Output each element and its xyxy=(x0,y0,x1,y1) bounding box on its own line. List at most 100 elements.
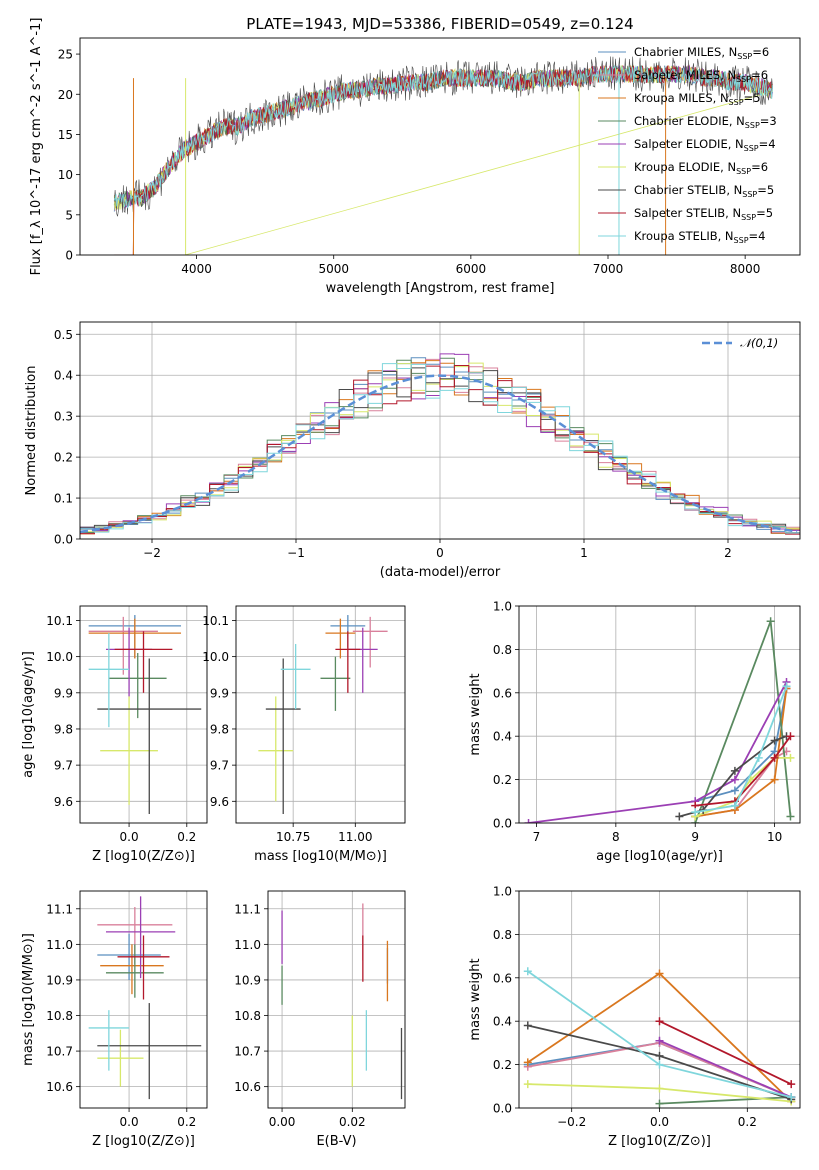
legend-label-main: Chabrier ELODIE, N xyxy=(634,114,745,128)
panel-age-vs-mass: 10.75 11.00 9.6 9.7 9.8 9.9 10.0 10.1 mass [log1… xyxy=(202,605,406,864)
x-tick-label: 7 xyxy=(533,830,541,844)
legend-label-sub: SSP xyxy=(734,236,749,245)
y-axis-label: mass weight xyxy=(468,958,483,1040)
y-tick-label: 9.7 xyxy=(54,759,73,773)
legend-label: 𝒩(0,1) xyxy=(740,336,778,350)
weight-marker xyxy=(770,775,779,784)
errorbar-point xyxy=(97,1003,202,1100)
errorbar-point xyxy=(117,935,170,1000)
weight-marker xyxy=(655,1051,664,1060)
y-tick-label: 20 xyxy=(58,88,73,102)
x-tick-label: 0.2 xyxy=(177,1115,196,1129)
figure-title: PLATE=1943, MJD=53386, FIBERID=0549, z=0… xyxy=(246,15,633,33)
legend-label: Salpeter MILES, NSSP=6 xyxy=(634,68,768,84)
plot-area xyxy=(113,56,774,255)
legend-label-main: Kroupa STELIB, N xyxy=(634,229,734,243)
errorbar-point xyxy=(335,631,361,693)
weight-marker xyxy=(730,801,739,810)
weight-marker xyxy=(523,1021,532,1030)
x-axis-label: Z [log10(Z/Z⊙)] xyxy=(92,849,195,864)
axes-frame xyxy=(267,890,406,1109)
y-tick-label: 15 xyxy=(58,128,73,142)
legend-label-eq: =3 xyxy=(760,114,777,128)
y-tick-label: 5 xyxy=(65,208,73,222)
x-tick-label: 0.0 xyxy=(120,1115,139,1129)
y-tick-label: 9.9 xyxy=(54,686,73,700)
weight-marker xyxy=(655,1099,664,1108)
y-tick-label: 0.8 xyxy=(493,643,512,657)
y-tick-label: 0.6 xyxy=(493,971,512,985)
legend-label: Kroupa MILES, NSSP=5 xyxy=(634,91,760,107)
x-tick-label: 6000 xyxy=(456,262,487,276)
y-tick-label: 0.0 xyxy=(54,533,73,547)
errorbar-point xyxy=(88,633,130,728)
x-tick-label: 0.0 xyxy=(650,1115,669,1129)
legend-label-main: Salpeter MILES, N xyxy=(634,68,736,82)
weight-marker xyxy=(523,1058,532,1067)
spectrum-line xyxy=(114,64,773,255)
weight-line xyxy=(659,1020,792,1085)
weight-marker xyxy=(770,753,779,762)
x-axis-label: age [log10(age/yr)] xyxy=(596,849,723,864)
errorbar-point xyxy=(265,658,301,814)
errorbar-point xyxy=(108,653,167,719)
legend-label-sub: SSP xyxy=(744,144,759,153)
x-tick-label: 2 xyxy=(724,546,732,560)
axes-frame xyxy=(79,37,801,256)
legend-label-main: Kroupa MILES, N xyxy=(634,91,729,105)
legend-label-sub: SSP xyxy=(745,121,760,130)
errorbar-point xyxy=(114,631,173,693)
y-tick-label: 11.0 xyxy=(46,938,73,952)
errorbar-point xyxy=(100,696,158,805)
plot-area xyxy=(88,615,202,814)
errorbar-point xyxy=(88,616,158,675)
errorbar-point xyxy=(105,944,164,998)
x-tick-label: 0.02 xyxy=(339,1115,366,1129)
plot-area xyxy=(524,617,795,823)
x-tick-label: 9 xyxy=(691,830,699,844)
y-tick-label: 9.7 xyxy=(210,759,229,773)
errorbar-point xyxy=(105,896,176,979)
errorbar-point xyxy=(105,627,153,697)
x-axis-label: Z [log10(Z/Z⊙)] xyxy=(608,1134,711,1149)
y-tick-label: 10.9 xyxy=(234,973,261,987)
y-tick-label: 10.7 xyxy=(234,1045,261,1059)
x-tick-label: 1 xyxy=(580,546,588,560)
y-tick-label: 0.8 xyxy=(493,928,512,942)
weight-line xyxy=(695,688,788,818)
legend-label-main: Salpeter STELIB, N xyxy=(634,206,741,220)
weight-marker xyxy=(675,812,684,821)
y-tick-label: 0 xyxy=(65,249,73,263)
y-tick-label: 10.6 xyxy=(46,1080,73,1094)
x-tick-label: 0.0 xyxy=(120,830,139,844)
y-tick-label: 1.0 xyxy=(493,600,512,614)
x-tick-label: −2 xyxy=(143,546,161,560)
weight-series xyxy=(523,967,796,1102)
legend-label-main: Salpeter ELODIE, N xyxy=(634,137,744,151)
x-tick-label: 11.00 xyxy=(338,830,372,844)
errorbar-point xyxy=(325,618,356,659)
y-axis-label: Normed distribution xyxy=(24,366,39,496)
legend-label-eq: =4 xyxy=(759,137,776,151)
legend-label: Chabrier STELIB, NSSP=5 xyxy=(634,183,774,199)
y-tick-label: 10.8 xyxy=(46,1009,73,1023)
y-tick-label: 9.6 xyxy=(54,795,73,809)
plot-area xyxy=(258,615,388,814)
y-tick-label: 0.2 xyxy=(493,773,512,787)
axes-frame xyxy=(518,605,801,824)
panel-weight-vs-age: 7 8 9 10 0.0 0.2 0.4 0.6 0.8 1.0 age [log10(age/yr… xyxy=(468,600,801,864)
errorbar-point xyxy=(352,616,388,668)
x-axis-label: Z [log10(Z/Z⊙)] xyxy=(92,1134,195,1149)
legend-label-sub: SSP xyxy=(729,98,744,107)
errorbar-point xyxy=(100,944,164,995)
y-axis-label: mass weight xyxy=(468,673,483,755)
weight-marker xyxy=(524,819,533,823)
x-tick-label: −1 xyxy=(287,546,305,560)
weight-line xyxy=(659,1096,792,1105)
weight-marker xyxy=(655,1036,664,1045)
weight-marker xyxy=(766,617,775,626)
y-axis-label: Flux [f_λ 10^-17 erg cm^-2 s^-1 A^-1] xyxy=(29,18,44,276)
axes-frame xyxy=(235,605,406,824)
